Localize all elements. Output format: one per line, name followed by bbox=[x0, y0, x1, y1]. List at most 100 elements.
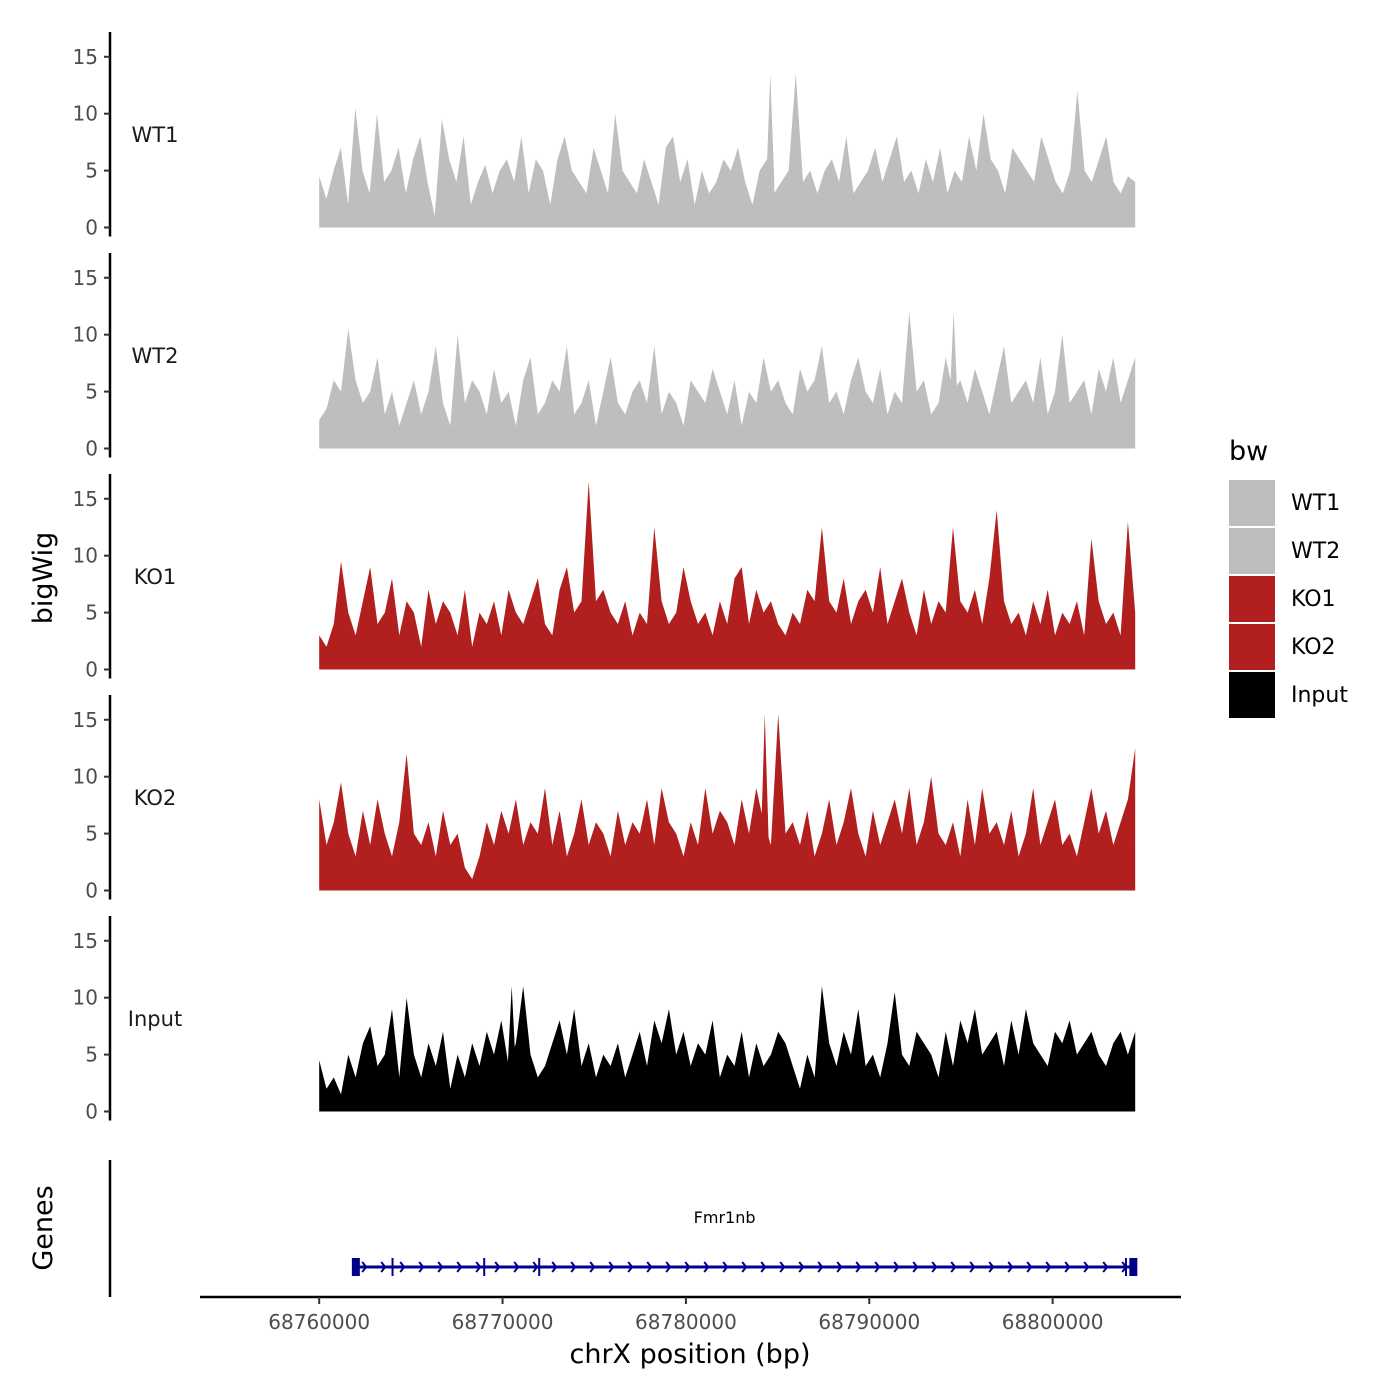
coverage-peak bbox=[507, 986, 516, 1112]
y-tick-label: 5 bbox=[85, 1043, 98, 1067]
strand-arrow bbox=[399, 1261, 406, 1273]
y-tick-label: 5 bbox=[85, 380, 98, 404]
strand-arrow bbox=[760, 1261, 767, 1273]
track-ko1: 0 5 10 15 KO1 bbox=[73, 474, 1136, 682]
strand-arrow bbox=[361, 1261, 368, 1273]
exon bbox=[483, 1258, 486, 1276]
legend-swatch-wt1 bbox=[1229, 480, 1275, 526]
y-tick-label: 0 bbox=[85, 1100, 98, 1124]
strand-arrow bbox=[570, 1261, 577, 1273]
strand-arrow bbox=[988, 1261, 995, 1273]
strand-arrow bbox=[627, 1261, 634, 1273]
legend-swatch-wt2 bbox=[1229, 528, 1275, 574]
y-tick-label: 10 bbox=[73, 765, 98, 789]
coverage-peak bbox=[584, 481, 593, 670]
strand-arrow bbox=[1045, 1261, 1052, 1273]
track-label: Input bbox=[128, 1007, 182, 1031]
strand-arrow bbox=[551, 1261, 558, 1273]
coverage-peak bbox=[760, 714, 769, 891]
strand-arrow bbox=[779, 1261, 786, 1273]
strand-arrow bbox=[1083, 1261, 1090, 1273]
strand-arrow bbox=[855, 1261, 862, 1273]
strand-arrow bbox=[874, 1261, 881, 1273]
strand-arrow bbox=[608, 1261, 615, 1273]
strand-arrow bbox=[646, 1261, 653, 1273]
x-tick-label: 68770000 bbox=[452, 1310, 554, 1334]
strand-arrow bbox=[1026, 1261, 1033, 1273]
y-tick-label: 10 bbox=[73, 102, 98, 126]
track-ko2: 0 5 10 15 KO2 bbox=[73, 695, 1136, 903]
coverage-area-ko2 bbox=[319, 714, 1136, 891]
x-tick-label: 68780000 bbox=[635, 1310, 737, 1334]
coverage-area-wt1 bbox=[319, 73, 1136, 228]
strand-arrow bbox=[418, 1261, 425, 1273]
track-label: KO2 bbox=[134, 786, 177, 810]
strand-arrow bbox=[684, 1261, 691, 1273]
exon bbox=[1124, 1258, 1127, 1276]
legend-label-input: Input bbox=[1291, 683, 1348, 708]
exon bbox=[351, 1258, 360, 1276]
strand-arrow bbox=[665, 1261, 672, 1273]
strand-arrow bbox=[494, 1261, 501, 1273]
legend-label-wt2: WT2 bbox=[1291, 539, 1340, 564]
y-tick-label: 15 bbox=[73, 45, 98, 69]
strand-arrow bbox=[456, 1261, 463, 1273]
coverage-area-wt2 bbox=[319, 311, 1136, 449]
x-tick-label: 68760000 bbox=[268, 1310, 370, 1334]
gene-name-label: Fmr1nb bbox=[694, 1208, 756, 1227]
track-wt2: 0 5 10 15 WT2 bbox=[73, 253, 1136, 461]
coverage-peak bbox=[949, 311, 958, 449]
strand-arrow bbox=[380, 1261, 387, 1273]
strand-arrow bbox=[532, 1261, 539, 1273]
legend-swatch-ko2 bbox=[1229, 624, 1275, 670]
legend-title: bw bbox=[1229, 436, 1268, 467]
gene-fmr1nb: Fmr1nb bbox=[351, 1208, 1138, 1276]
strand-arrow bbox=[1064, 1261, 1071, 1273]
strand-arrow bbox=[703, 1261, 710, 1273]
track-label: WT1 bbox=[132, 123, 179, 147]
y-tick-label: 15 bbox=[73, 708, 98, 732]
y-tick-label: 0 bbox=[85, 879, 98, 903]
exon bbox=[1129, 1258, 1138, 1276]
strand-arrow bbox=[589, 1261, 596, 1273]
exon bbox=[538, 1258, 541, 1276]
y-tick-label: 15 bbox=[73, 487, 98, 511]
y-tick-label: 5 bbox=[85, 159, 98, 183]
y-tick-label: 5 bbox=[85, 822, 98, 846]
y-tick-label: 15 bbox=[73, 266, 98, 290]
y-tick-label: 10 bbox=[73, 986, 98, 1010]
y-tick-label: 10 bbox=[73, 544, 98, 568]
strand-arrow bbox=[741, 1261, 748, 1273]
y-tick-label: 0 bbox=[85, 658, 98, 682]
legend-swatch-input bbox=[1229, 672, 1275, 718]
strand-arrow bbox=[817, 1261, 824, 1273]
strand-arrow bbox=[475, 1261, 482, 1273]
track-label: WT2 bbox=[132, 344, 179, 368]
coverage-area-ko1 bbox=[319, 481, 1136, 670]
y-axis-title: bigWig bbox=[28, 532, 59, 625]
y-tick-label: 0 bbox=[85, 437, 98, 461]
legend-label-ko2: KO2 bbox=[1291, 635, 1336, 660]
y-tick-label: 5 bbox=[85, 601, 98, 625]
exon bbox=[391, 1258, 394, 1276]
track-wt1: 0 5 10 15 WT1 bbox=[73, 32, 1136, 240]
strand-arrow bbox=[1007, 1261, 1014, 1273]
x-tick-label: 68790000 bbox=[818, 1310, 920, 1334]
legend-swatch-ko1 bbox=[1229, 576, 1275, 622]
strand-arrow bbox=[950, 1261, 957, 1273]
legend-label-wt1: WT1 bbox=[1291, 491, 1340, 516]
strand-arrow bbox=[1102, 1261, 1109, 1273]
y-tick-label: 15 bbox=[73, 929, 98, 953]
gene-panel: Fmr1nb bbox=[108, 1160, 1138, 1297]
legend-label-ko1: KO1 bbox=[1291, 587, 1336, 612]
y-tick-label: 0 bbox=[85, 216, 98, 240]
strand-arrow bbox=[722, 1261, 729, 1273]
coverage-area-input bbox=[319, 986, 1136, 1112]
x-axis: 68760000 68770000 68780000 68790000 68800000 bbox=[200, 1295, 1181, 1334]
strand-arrow bbox=[931, 1261, 938, 1273]
strand-arrow bbox=[912, 1261, 919, 1273]
coverage-tracks: 0 5 10 15 WT1 0 5 10 15 WT2 0 5 10 15 KO1 0 5 10 15 KO2 0 5 10… bbox=[73, 32, 1136, 1124]
x-axis-title: chrX position (bp) bbox=[569, 1339, 810, 1370]
legend: bw WT1 WT2 KO1 KO2 Input bbox=[1229, 436, 1348, 718]
track-label: KO1 bbox=[134, 565, 177, 589]
